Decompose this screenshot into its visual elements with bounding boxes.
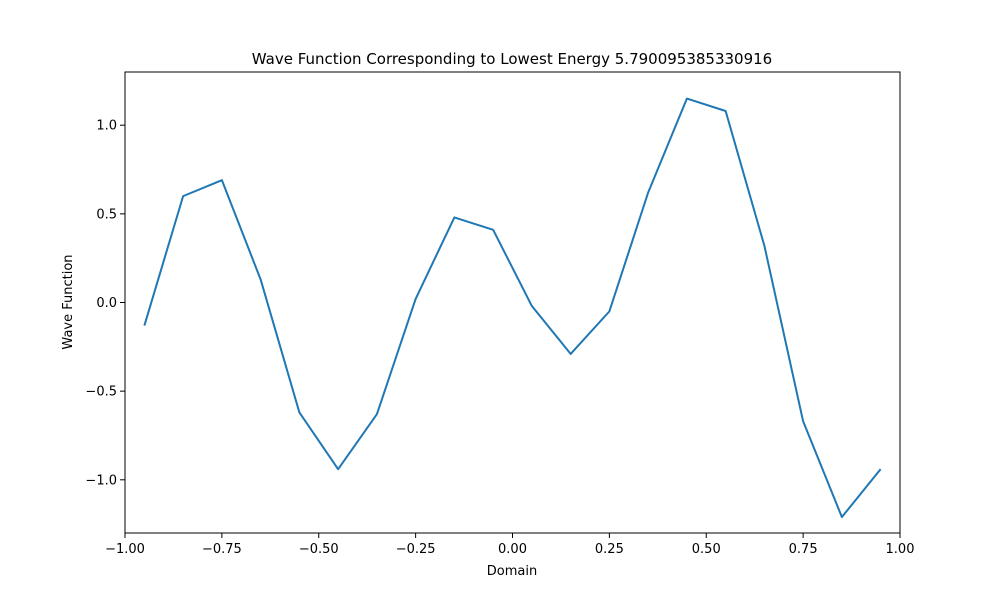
x-tick-label: 0.75: [789, 542, 818, 557]
series-line-0: [143, 97, 882, 519]
x-axis-label: Domain: [487, 564, 537, 579]
x-tick-label: −0.50: [299, 542, 339, 557]
x-tick-label: −1.00: [105, 542, 145, 557]
x-tick-label: 0.00: [498, 542, 527, 557]
x-tick-label: 1.00: [886, 542, 915, 557]
y-tick-label: −0.5: [85, 385, 117, 400]
y-tick-label: −1.0: [85, 473, 117, 488]
plot-area: −1.00 −0.75 −0.50 −0.25 0.00 0.25 0.50 0.75 1.00…: [85, 71, 915, 557]
chart-title: Wave Function Corresponding to Lowest En…: [252, 50, 772, 68]
y-tick-label: 1.0: [96, 119, 117, 134]
y-tick-label: 0.0: [96, 296, 117, 311]
y-axis-label: Wave Function: [61, 254, 76, 349]
x-tick-label: 0.50: [692, 542, 721, 557]
x-tick-label: −0.75: [202, 542, 242, 557]
x-tick-label: 0.25: [595, 542, 624, 557]
x-tick-label: −0.25: [396, 542, 436, 557]
y-tick-label: 0.5: [96, 207, 117, 222]
